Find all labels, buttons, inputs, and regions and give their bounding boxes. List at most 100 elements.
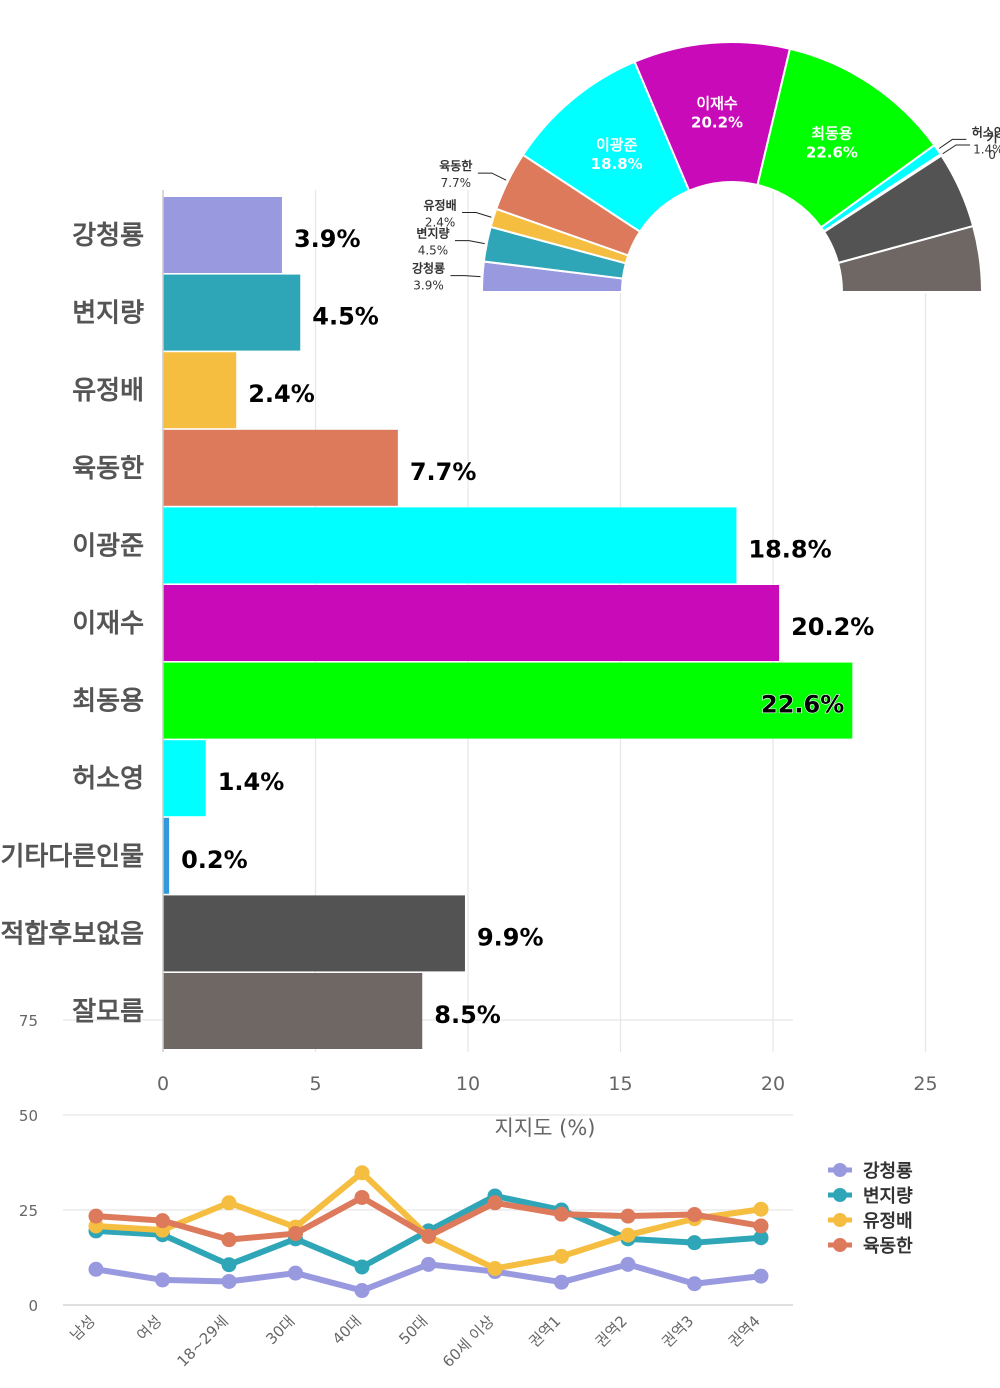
pie-label-value: 3.9% [413,279,444,293]
bar-x-axis-title: 지지도 (%) [495,1116,596,1140]
line-point [288,1226,303,1242]
bar-x-tick: 20 [761,1073,785,1095]
line-point [354,1259,370,1275]
bar-value-label: 9.9% [477,923,544,951]
line-point [354,1189,370,1205]
pie-label-name: 육동한 [439,158,472,173]
bar [163,507,737,584]
line-point [554,1248,569,1264]
pie-label-name: 허소영 [972,124,1000,139]
semi-donut-chart: 강청룡3.9%변지량4.5%유정배2.4%육동한7.7%이광준18.8%이재수2… [412,41,1000,293]
line-point [88,1261,104,1277]
line-x-tick: 권역2 [592,1312,631,1351]
line-point [88,1208,104,1224]
line-point [687,1276,702,1292]
legend-item: 변지량 [863,1186,913,1207]
bar-category-label: 이재수 [72,609,144,639]
bar-category-label: 기타다른인물 [0,842,144,872]
bar-x-tick: 0 [157,1073,169,1095]
pie-label-name: 최동용 [811,124,853,142]
line-point [753,1230,769,1246]
bar-value-label: 22.6% [761,691,844,719]
line-x-tick: 권역1 [525,1312,564,1351]
line-y-tick: 0 [28,1297,38,1315]
bar [163,817,170,894]
line-point [753,1201,769,1217]
pie-connector [942,144,971,155]
line-series-2 [93,1169,764,1272]
pie-label-name: 유정배 [424,197,457,212]
bar-category-label: 허소영 [72,764,144,794]
line-x-tick: 30대 [262,1312,298,1348]
bar-x-tick: 25 [913,1073,937,1095]
line-point [221,1232,237,1248]
bar-category-label: 잘모름 [72,997,144,1027]
bar-x-tick: 5 [309,1073,321,1095]
bar-category-label: 강청룡 [72,221,144,251]
line-point [221,1257,237,1273]
line-point [155,1213,170,1229]
pie-connector [477,172,507,181]
line-point [554,1274,569,1290]
bar-category-label: 적합후보없음 [0,919,144,949]
legend-swatch-dot [833,1213,847,1227]
bar-value-label: 7.7% [410,458,477,486]
pie-label-value: 18.8% [591,155,643,173]
bar [163,429,398,506]
pie-connector [938,138,967,149]
line-x-tick: 남성 [67,1312,99,1344]
pie-label-value: 2.4% [425,215,456,229]
bar-category-label: 이광준 [72,531,144,561]
legend-swatch-dot [833,1188,847,1202]
bar [163,895,465,972]
line-y-tick: 75 [19,1012,38,1030]
line-x-tick: 권역4 [725,1312,764,1351]
bar-x-tick: 10 [456,1073,480,1095]
legend-item: 유정배 [863,1211,913,1232]
bar-category-label: 유정배 [72,376,144,406]
line-x-tick: 여성 [133,1312,165,1344]
line-point [487,1195,503,1211]
pie-slice [756,47,936,229]
line-point [620,1256,636,1272]
pie-slice [633,41,792,193]
legend-item: 육동한 [863,1236,913,1257]
bar-category-label: 육동한 [72,454,144,484]
bar-value-label: 2.4% [248,380,315,408]
line-point [687,1207,702,1223]
bar [163,585,780,661]
pie-label-value: 0 [988,148,996,162]
pie-label-value: 22.6% [806,143,858,161]
bar-value-label: 0.2% [181,846,248,874]
line-x-tick: 50대 [395,1312,431,1348]
line-point [620,1208,636,1224]
line-x-tick: 40대 [329,1312,365,1348]
line-point [354,1165,370,1181]
bar-value-label: 4.5% [312,303,379,331]
pie-slice [836,224,984,293]
pie-label-name: 강청룡 [412,261,445,276]
pie-connector [450,275,481,278]
pie-label-name: 이재수 [696,95,738,113]
bar-value-label: 8.5% [434,1001,501,1029]
line-point [753,1268,769,1284]
line-point [487,1261,503,1277]
pie-label-name: 이광준 [596,136,638,154]
bar [163,662,853,739]
bar [163,352,237,429]
line-point [554,1206,569,1222]
line-point [221,1273,237,1289]
line-point [288,1265,303,1281]
line-x-tick: 18~29세 [173,1312,231,1370]
legend-item: 강청룡 [863,1161,913,1182]
pie-label-value: 20.2% [691,114,743,132]
pie-label-value: 4.5% [418,244,449,258]
line-y-tick: 50 [19,1107,38,1125]
line-point [354,1283,370,1299]
line-point [753,1218,769,1234]
bar [163,197,282,273]
line-point [221,1195,237,1211]
legend-swatch-dot [833,1238,847,1252]
bar-category-label: 변지량 [72,299,144,329]
